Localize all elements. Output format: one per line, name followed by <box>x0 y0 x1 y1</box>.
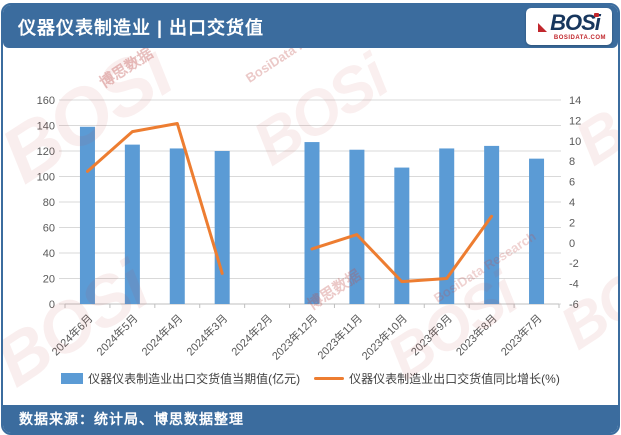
data-source-text: 数据来源：统计局、博思数据整理 <box>19 411 244 427</box>
logo-subtext: BOSIDATA.COM <box>553 35 606 41</box>
x-axis-label: 2023年9月 <box>408 311 455 358</box>
bar <box>79 126 95 305</box>
bar <box>304 142 320 304</box>
combo-chart-canvas: 0 20 40 60 80 100 120 140 160 -6 -4 -2 0 2 4 6 8 10 12 14 20… <box>37 95 582 363</box>
header-bar: 仪器仪表制造业 | 出口交货值 BOSi BOSIDATA.COM <box>3 5 618 48</box>
y-axis-label-right: 2 <box>569 217 575 229</box>
y-axis-label-left: 0 <box>49 299 55 311</box>
y-axis-label-right: 6 <box>569 177 575 189</box>
chart-legend: 仪器仪表制造业出口交货值当期值(亿元) 仪器仪表制造业出口交货值同比增长(%) <box>3 370 618 387</box>
y-axis-label-right: 12 <box>569 115 581 127</box>
trend-line <box>86 122 494 284</box>
y-axis-label-right: 10 <box>569 136 581 148</box>
legend-item-bar-series: 仪器仪表制造业出口交货值当期值(亿元) <box>61 370 300 387</box>
report-card: 仪器仪表制造业 | 出口交货值 BOSi BOSIDATA.COM 0 20 40 6… <box>1 3 620 435</box>
y-axis-label-right: 14 <box>569 95 581 107</box>
y-axis-label-right: -2 <box>569 258 579 270</box>
y-axis-label-right: -6 <box>569 299 579 311</box>
page-title: 仪器仪表制造业 | 出口交货值 <box>18 17 265 38</box>
y-axis-label-left: 20 <box>43 274 55 286</box>
legend-label-line-series: 仪器仪表制造业出口交货值同比增长(%) <box>349 372 560 386</box>
logo-triangle-icon <box>538 23 548 32</box>
y-axis-label-left: 80 <box>43 197 55 209</box>
legend-swatch-bar <box>61 373 84 384</box>
chart-area: 0 20 40 60 80 100 120 140 160 -6 -4 -2 0 2 4 6 8 10 12 14 20… <box>3 48 618 405</box>
y-axis-label-right: 4 <box>569 197 575 209</box>
footer-bar: 数据来源：统计局、博思数据整理 <box>3 405 618 433</box>
x-axis-label: 2023年12月 <box>269 311 320 362</box>
y-axis-label-left: 120 <box>37 146 55 158</box>
y-axis-label-left: 40 <box>43 248 55 260</box>
x-axis-label: 2023年8月 <box>453 311 500 358</box>
legend-swatch-line <box>314 377 345 380</box>
bar <box>439 148 455 304</box>
y-axis-label-right: 8 <box>569 156 575 168</box>
y-axis-label-right: -4 <box>569 279 579 291</box>
y-axis-label-left: 100 <box>37 172 55 184</box>
y-axis-label-left: 140 <box>37 121 55 133</box>
legend-item-line-series: 仪器仪表制造业出口交货值同比增长(%) <box>314 370 560 387</box>
bar <box>349 149 365 304</box>
x-axis-label: 2023年10月 <box>359 311 410 362</box>
bosi-logo-main: BOSi <box>538 10 601 35</box>
bar <box>484 145 500 304</box>
bosi-logo: BOSi BOSIDATA.COM <box>526 8 612 45</box>
x-axis-label: 2024年4月 <box>138 311 185 358</box>
bar <box>529 158 545 304</box>
bar <box>394 167 410 304</box>
y-axis-label-left: 60 <box>43 223 55 235</box>
y-axis-label-left: 160 <box>37 95 55 107</box>
x-axis-label: 2023年7月 <box>498 311 545 358</box>
bar <box>214 151 230 304</box>
x-axis-label: 2024年3月 <box>183 311 230 358</box>
logo-text: BOSi <box>550 10 601 35</box>
bar <box>124 144 140 304</box>
y-axis-label-right: 0 <box>569 238 575 250</box>
x-axis-label: 2024年5月 <box>93 311 140 358</box>
bar <box>169 148 185 304</box>
logo-dot-icon <box>593 13 599 17</box>
legend-label-bar-series: 仪器仪表制造业出口交货值当期值(亿元) <box>88 372 301 386</box>
x-axis-label: 2024年2月 <box>228 311 275 358</box>
x-axis-label: 2024年6月 <box>48 311 95 358</box>
x-axis-label: 2023年11月 <box>314 311 365 362</box>
